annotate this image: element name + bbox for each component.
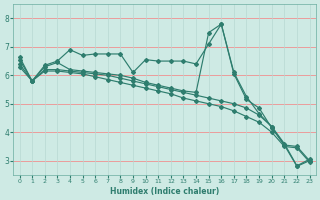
X-axis label: Humidex (Indice chaleur): Humidex (Indice chaleur) bbox=[110, 187, 219, 196]
